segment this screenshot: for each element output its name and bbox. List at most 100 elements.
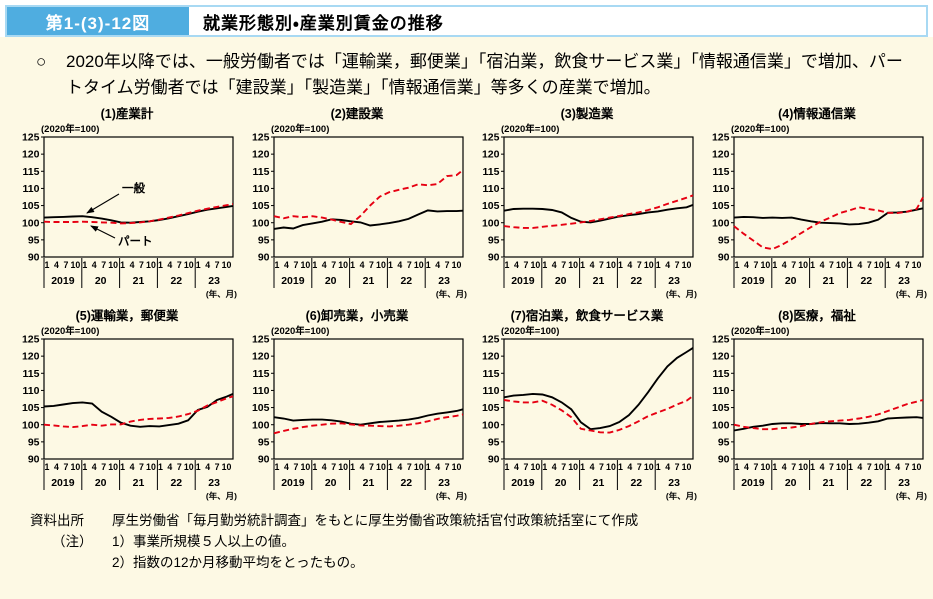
series-パート <box>273 413 464 435</box>
svg-text:115: 115 <box>23 368 40 380</box>
svg-text:1: 1 <box>312 260 317 270</box>
svg-text:4: 4 <box>627 260 632 270</box>
svg-text:4: 4 <box>360 462 365 472</box>
svg-text:10: 10 <box>146 260 156 270</box>
svg-text:120: 120 <box>712 351 730 363</box>
y-axis: 125 120 115 110 105 100 95 90 <box>482 132 504 264</box>
unit-note: (2020年=100) <box>41 123 99 135</box>
svg-text:10: 10 <box>682 462 692 472</box>
svg-text:4: 4 <box>205 260 210 270</box>
axis-corner-note: (年、月) <box>436 491 467 501</box>
y-axis: 125 120 115 110 105 100 95 90 <box>482 334 504 466</box>
axis-corner-note: (年、月) <box>206 289 237 299</box>
svg-text:1: 1 <box>735 462 740 472</box>
chart-panel: (5)運輸業，郵便業 (2020年=100) 125 120 115 110 105 100… <box>14 308 240 502</box>
svg-text:10: 10 <box>300 260 310 270</box>
svg-text:2019: 2019 <box>51 275 75 287</box>
svg-text:95: 95 <box>718 234 730 246</box>
svg-text:120: 120 <box>712 149 730 161</box>
svg-text:4: 4 <box>284 462 289 472</box>
svg-text:23: 23 <box>668 477 680 489</box>
svg-text:10: 10 <box>836 462 846 472</box>
unit-note: (2020年=100) <box>271 325 329 337</box>
svg-text:4: 4 <box>782 260 787 270</box>
svg-text:4: 4 <box>552 260 557 270</box>
svg-text:一般: 一般 <box>122 181 145 195</box>
annotation-パート: パート <box>90 225 153 248</box>
chart-panel: (6)卸売業，小売業 (2020年=100) 125 120 115 110 105 100… <box>244 308 470 502</box>
svg-text:4: 4 <box>92 260 97 270</box>
svg-text:4: 4 <box>552 462 557 472</box>
svg-text:120: 120 <box>482 351 500 363</box>
svg-text:10: 10 <box>606 462 616 472</box>
svg-text:7: 7 <box>101 260 106 270</box>
unit-note: (2020年=100) <box>501 123 559 135</box>
svg-text:1: 1 <box>886 462 891 472</box>
svg-text:7: 7 <box>63 260 68 270</box>
svg-text:110: 110 <box>713 183 730 195</box>
svg-text:4: 4 <box>857 462 862 472</box>
svg-text:22: 22 <box>400 477 412 489</box>
svg-text:1: 1 <box>350 260 355 270</box>
svg-text:21: 21 <box>363 477 375 489</box>
svg-text:10: 10 <box>414 260 424 270</box>
svg-text:100: 100 <box>482 217 500 229</box>
chart-panel: (7)宿泊業，飲食サービス業 (2020年=100) 125 120 115 110 10… <box>474 308 700 502</box>
svg-text:10: 10 <box>760 462 770 472</box>
svg-text:7: 7 <box>63 462 68 472</box>
svg-text:10: 10 <box>836 260 846 270</box>
svg-text:7: 7 <box>675 462 680 472</box>
svg-text:21: 21 <box>133 275 145 287</box>
svg-text:7: 7 <box>139 260 144 270</box>
svg-text:22: 22 <box>630 477 642 489</box>
axis-corner-note: (年、月) <box>206 491 237 501</box>
series-パート <box>503 194 694 229</box>
svg-text:1: 1 <box>886 260 891 270</box>
svg-text:10: 10 <box>568 260 578 270</box>
svg-text:1: 1 <box>542 462 547 472</box>
svg-text:7: 7 <box>829 260 834 270</box>
svg-text:1: 1 <box>82 462 87 472</box>
svg-text:1: 1 <box>618 462 623 472</box>
svg-text:21: 21 <box>363 275 375 287</box>
svg-text:1: 1 <box>656 462 661 472</box>
svg-text:1: 1 <box>82 260 87 270</box>
axis-corner-note: (年、月) <box>436 289 467 299</box>
svg-text:100: 100 <box>482 419 500 431</box>
chart-panel: (3)製造業 (2020年=100) 125 120 115 110 105 100 95 90… <box>474 106 700 300</box>
svg-text:23: 23 <box>898 477 910 489</box>
svg-text:4: 4 <box>435 462 440 472</box>
svg-text:90: 90 <box>718 252 730 264</box>
svg-text:4: 4 <box>665 260 670 270</box>
svg-text:7: 7 <box>561 260 566 270</box>
svg-text:10: 10 <box>644 260 654 270</box>
svg-text:100: 100 <box>22 217 40 229</box>
note-row-1: （注） 1）事業所規模５人以上の値。 <box>30 532 923 553</box>
series-一般 <box>273 209 464 230</box>
svg-text:10: 10 <box>530 260 540 270</box>
source-text: 厚生労働省「毎月勤労統計調査」をもとに厚生労働省政策統括官付政策統括室にて作成 <box>112 513 639 528</box>
svg-text:95: 95 <box>718 436 730 448</box>
chart-panel: (4)情報通信業 (2020年=100) 125 120 115 110 105 100 95… <box>704 106 930 300</box>
svg-text:4: 4 <box>514 260 519 270</box>
svg-text:105: 105 <box>22 402 40 414</box>
svg-text:10: 10 <box>798 260 808 270</box>
svg-text:20: 20 <box>555 275 567 287</box>
svg-text:4: 4 <box>627 462 632 472</box>
svg-text:7: 7 <box>331 260 336 270</box>
summary-text: 2020年以降では、一般労働者では「運輸業，郵便業」「宿泊業，飲食サービス業」「… <box>66 52 903 97</box>
svg-text:7: 7 <box>523 462 528 472</box>
svg-text:125: 125 <box>252 132 270 144</box>
svg-text:20: 20 <box>95 275 107 287</box>
unit-note: (2020年=100) <box>731 325 789 337</box>
svg-text:1: 1 <box>158 260 163 270</box>
svg-text:7: 7 <box>637 462 642 472</box>
chart-title: (5)運輸業，郵便業 <box>75 309 179 323</box>
chart-title: (4)情報通信業 <box>778 107 856 121</box>
svg-text:1: 1 <box>196 260 201 270</box>
svg-text:115: 115 <box>253 368 270 380</box>
svg-text:10: 10 <box>912 260 922 270</box>
